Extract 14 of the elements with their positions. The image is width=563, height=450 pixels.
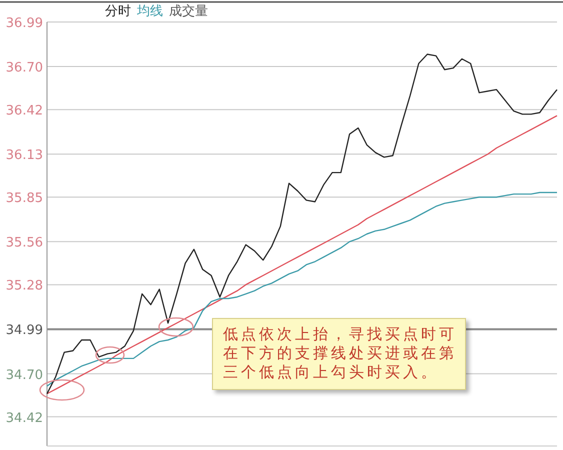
- y-tick-label: 35.56: [6, 236, 43, 251]
- y-tick-label: 34.99: [6, 323, 43, 338]
- y-tick-label: 34.70: [6, 368, 43, 383]
- y-tick-label: 36.13: [6, 148, 43, 164]
- text: 成交量: [169, 3, 208, 19]
- y-tick-label: 34.42: [6, 410, 43, 426]
- y-tick-label: 36.99: [6, 16, 43, 31]
- y-tick-label: 36.42: [6, 104, 43, 119]
- legend: 均线: [137, 4, 163, 19]
- y-tick-label: 35.28: [6, 278, 43, 294]
- annotation: 低点依次上抬，寻找买点时可在下方的支撑线处买进或在第三个低点向上勾头时买入。: [212, 318, 466, 390]
- legend: 分时: [105, 4, 131, 19]
- y-tick-label: 35.85: [6, 191, 43, 206]
- y-tick-label: 36.70: [6, 60, 43, 76]
